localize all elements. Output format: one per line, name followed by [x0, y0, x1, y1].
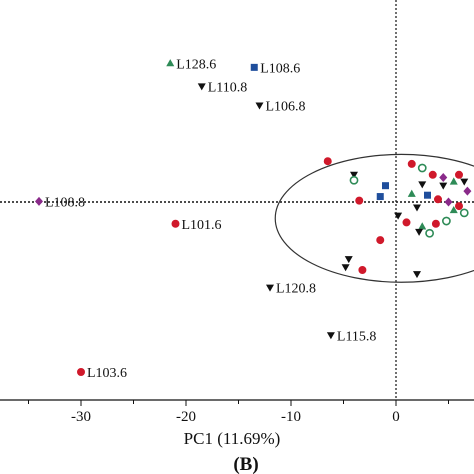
cluster-point	[344, 256, 353, 264]
cluster-point	[407, 159, 416, 168]
cluster-point	[428, 170, 437, 179]
x-tick-label: -10	[281, 409, 301, 425]
labeled-point	[35, 196, 43, 206]
labeled-point	[250, 63, 258, 71]
point-label: L120.8	[276, 282, 316, 297]
cluster-point	[439, 182, 448, 190]
point-labels: L128.6 L108.6 L110.8 L106.8 L108.8 L101.6 L120…	[45, 57, 376, 381]
cluster-point	[417, 163, 427, 173]
point-label: L108.6	[260, 61, 300, 76]
cluster-point	[394, 212, 403, 220]
cluster-point	[441, 216, 451, 226]
cluster-point	[433, 195, 442, 204]
x-axis-title: PC1 (11.69%)	[184, 429, 281, 448]
cluster-point	[425, 228, 434, 238]
reference-lines	[0, 0, 474, 400]
confidence-ellipse-layer	[274, 153, 474, 283]
data-markers	[35, 59, 472, 376]
x-axis: -30 -20 -10 0	[0, 399, 474, 425]
labeled-point	[266, 284, 274, 292]
cluster-point	[349, 175, 359, 185]
cluster-point	[454, 170, 463, 179]
cluster-point	[418, 181, 427, 189]
point-label: L101.6	[182, 218, 222, 233]
cluster-point	[418, 222, 427, 230]
cluster-point	[463, 186, 472, 196]
labeled-point	[197, 83, 206, 91]
cluster-point	[454, 202, 463, 211]
point-label: L103.6	[87, 366, 127, 381]
cluster-point	[358, 265, 367, 274]
point-label: L115.8	[337, 329, 377, 344]
cluster-point	[439, 173, 448, 183]
cluster-point	[449, 205, 458, 214]
cluster-point	[382, 182, 389, 190]
cluster-point	[413, 271, 421, 279]
labeled-point	[255, 102, 264, 110]
cluster-point	[376, 236, 385, 245]
cluster-point	[449, 177, 458, 185]
labeled-point	[77, 367, 86, 376]
cluster-point	[350, 171, 358, 179]
point-label: L128.6	[176, 57, 216, 72]
cluster-point	[402, 218, 411, 227]
x-tick-label: 0	[392, 409, 400, 425]
labeled-point	[171, 219, 180, 228]
cluster-point	[323, 157, 332, 166]
confidence-ellipse	[274, 153, 474, 283]
x-tick-label: -30	[71, 409, 91, 425]
labeled-point	[326, 332, 335, 340]
cluster-point	[341, 264, 350, 272]
x-tick-label: -20	[176, 409, 196, 425]
panel-label: (B)	[233, 454, 258, 474]
point-label: L110.8	[208, 80, 248, 95]
cluster-point	[444, 197, 453, 207]
point-label: L106.8	[266, 99, 306, 114]
cluster-point	[413, 204, 421, 212]
cluster-point	[459, 208, 469, 218]
cluster-point	[460, 178, 469, 186]
cluster-point	[424, 191, 431, 199]
labeled-point	[166, 59, 175, 67]
cluster-point	[407, 189, 416, 197]
cluster-point	[415, 228, 424, 236]
cluster-point	[431, 219, 440, 228]
point-label: L108.8	[45, 195, 85, 210]
cluster-point	[355, 196, 364, 205]
cluster-point	[376, 193, 384, 201]
